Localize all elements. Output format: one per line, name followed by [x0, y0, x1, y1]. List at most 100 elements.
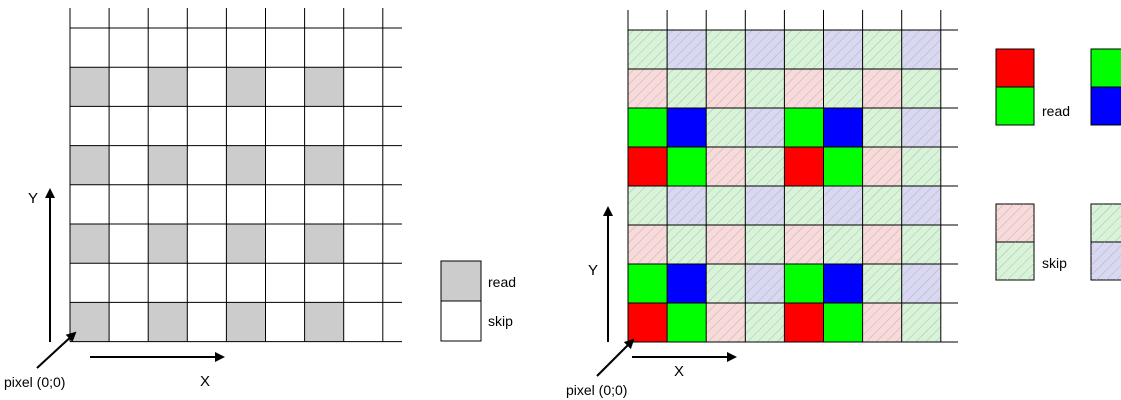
right-skip-hatch [901, 225, 941, 264]
left-pixel-grid [70, 28, 383, 342]
right-grid-lines [627, 10, 958, 343]
legend-skip-green-hatch [996, 242, 1034, 280]
right-read-pixel-cell [823, 303, 863, 342]
left-pixel-cell [304, 28, 344, 68]
right-skip-hatch [628, 30, 668, 69]
left-pixel-cell [70, 263, 110, 303]
left-pixel-cell [304, 67, 344, 107]
left-pixel-cell [109, 106, 149, 146]
left-grid-lines [69, 8, 402, 343]
right-y-axis-label: Y [588, 262, 598, 279]
right-skip-hatch [706, 303, 746, 342]
left-pixel-cell [70, 145, 110, 185]
left-pixel-cell [343, 184, 383, 224]
right-skip-hatch [628, 225, 668, 264]
right-skip-hatch [745, 147, 785, 186]
right-skip-hatch [706, 225, 746, 264]
right-skip-hatch [784, 186, 824, 225]
left-pixel-cell [187, 263, 227, 303]
left-pixel-cell [343, 224, 383, 264]
right-read-pixel-cell [823, 108, 863, 147]
legend-skip-green2-hatch [1091, 204, 1121, 242]
left-pixel-cell [148, 184, 188, 224]
right-skip-hatch [901, 30, 941, 69]
legend-read-red-swatch [995, 48, 1035, 88]
left-origin-label: pixel (0;0) [4, 374, 65, 390]
left-pixel-cell [304, 106, 344, 146]
right-skip-hatch [667, 186, 707, 225]
right-read-pixel-cell [667, 303, 707, 342]
left-pixel-cell [109, 302, 149, 342]
left-pixel-cell [265, 106, 305, 146]
right-skip-hatch [901, 303, 941, 342]
right-skip-hatch [784, 225, 824, 264]
right-skip-hatch [706, 186, 746, 225]
left-pixel-cell [148, 302, 188, 342]
left-pixel-cell [109, 28, 149, 68]
left-pixel-cell [265, 263, 305, 303]
left-pixel-cell [187, 106, 227, 146]
left-pixel-cell [187, 184, 227, 224]
right-skip-hatch [745, 30, 785, 69]
right-skip-hatch [706, 69, 746, 108]
left-pixel-cell [343, 302, 383, 342]
right-skip-hatch [823, 69, 863, 108]
right-skip-hatch [745, 264, 785, 303]
right-legend-skip-label: skip [1042, 255, 1067, 271]
right-skip-hatch [901, 147, 941, 186]
left-pixel-cell [304, 145, 344, 185]
left-pixel-cell [265, 224, 305, 264]
left-pixel-cell [148, 28, 188, 68]
right-pixel-grid [628, 30, 941, 342]
left-pixel-cell [187, 224, 227, 264]
right-skip-hatch [628, 69, 668, 108]
right-skip-hatch [823, 186, 863, 225]
right-skip-hatch [862, 303, 902, 342]
right-skip-hatch [901, 264, 941, 303]
left-pixel-cell [70, 302, 110, 342]
right-skip-hatch [901, 108, 941, 147]
left-pixel-cell [187, 302, 227, 342]
right-x-axis-label: X [674, 363, 684, 380]
left-pixel-cell [343, 28, 383, 68]
right-read-pixel-cell [823, 147, 863, 186]
left-pixel-cell [148, 145, 188, 185]
left-pixel-cell [148, 263, 188, 303]
left-pixel-cell [226, 67, 266, 107]
right-skip-hatch [706, 108, 746, 147]
right-skip-hatch [862, 186, 902, 225]
legend-skip-pink-hatch [996, 204, 1034, 242]
right-skip-hatch [901, 186, 941, 225]
right-read-pixel-cell [784, 303, 824, 342]
right-skip-hatch [667, 225, 707, 264]
right-read-pixel-cell [628, 147, 668, 186]
right-skip-hatch [745, 186, 785, 225]
right-read-pixel-cell [667, 147, 707, 186]
right-read-pixel-cell [667, 108, 707, 147]
right-skip-hatch [901, 69, 941, 108]
right-read-pixel-cell [784, 108, 824, 147]
right-legend-skip: skip [995, 203, 1121, 281]
left-legend-skip-swatch [440, 300, 482, 342]
legend-skip-blue-hatch [1091, 242, 1121, 280]
right-skip-hatch [784, 30, 824, 69]
right-read-pixel-cell [784, 264, 824, 303]
legend-read-blue-swatch [1090, 86, 1121, 126]
right-read-pixel-cell [628, 264, 668, 303]
left-pixel-cell [109, 67, 149, 107]
right-panel: Y X pixel (0;0) read skip [566, 10, 1121, 398]
left-pixel-cell [226, 28, 266, 68]
left-legend-read-swatch [440, 260, 482, 302]
right-origin-pointer [596, 338, 635, 377]
left-pixel-cell [226, 106, 266, 146]
left-pixel-cell [70, 106, 110, 146]
right-read-pixel-cell [628, 108, 668, 147]
left-y-axis-label: Y [28, 190, 38, 207]
right-read-pixel-cell [784, 147, 824, 186]
left-pixel-cell [187, 67, 227, 107]
right-skip-hatch [706, 264, 746, 303]
left-pixel-cell [148, 106, 188, 146]
left-pixel-cell [70, 224, 110, 264]
left-pixel-cell [265, 145, 305, 185]
